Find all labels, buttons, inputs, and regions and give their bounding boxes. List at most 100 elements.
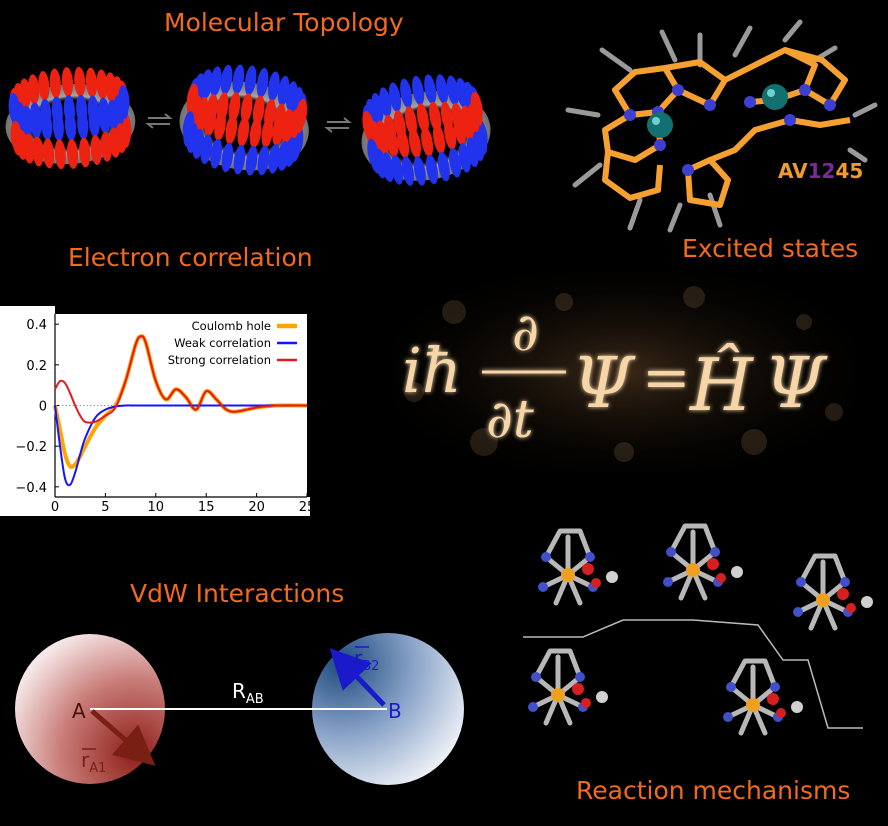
topology-rings-illustration (5, 64, 491, 186)
energy-profile-path (523, 619, 863, 729)
molecular-complex (528, 648, 608, 726)
orbital-lobe (433, 124, 446, 154)
orbital-lobe (66, 138, 79, 169)
orbital-lobe (268, 143, 281, 174)
rb-label: r (354, 646, 363, 670)
x-tick-label: 25 (299, 500, 316, 515)
x-tick-label: 10 (148, 500, 165, 515)
orbital-lobe (10, 120, 22, 151)
equation-psi-left: Ψ (572, 342, 636, 424)
ra-subscript: A1 (89, 761, 106, 776)
series-line-strong-correlation (54, 335, 308, 424)
svg-text:RAB: RAB (232, 679, 264, 707)
orbital-lobe (32, 136, 44, 167)
orbital-lobe (362, 110, 375, 141)
orbital-lobe (233, 144, 246, 175)
molecular-complex (663, 523, 743, 601)
series-line-weak-correlation (54, 404, 307, 487)
orbital-lobe (90, 135, 102, 166)
orbital-lobe (249, 118, 262, 148)
huckel-ring (5, 66, 136, 170)
equilibrium-arrow-icon (145, 113, 173, 129)
orbital-lobe (200, 69, 213, 99)
orbital-lobe (214, 111, 226, 141)
orbital-lobe (444, 120, 457, 150)
x-tick-label: 15 (198, 500, 215, 515)
orbital-lobe (244, 65, 257, 96)
orbital-lobe (109, 127, 121, 158)
orbital-lobe (28, 74, 40, 105)
orbital-lobe (8, 92, 20, 123)
orbital-lobe (186, 83, 199, 114)
electron-correlation-title: Electron correlation (68, 243, 313, 272)
orbital-lobe (41, 110, 53, 141)
vector-rb2-arrow (329, 648, 386, 707)
molecular-topology-title: Molecular Topology (164, 8, 404, 37)
orbital-lobe (64, 111, 77, 141)
orbital-lobe (74, 66, 86, 97)
orbital-lobe (182, 111, 195, 142)
orbital-lobe (100, 131, 112, 162)
orbital-lobe (413, 156, 426, 186)
x-tick-label: 20 (248, 500, 265, 515)
orbital-lobe (240, 93, 253, 123)
orbital-lobe (61, 67, 74, 98)
orbital-lobe (98, 103, 111, 134)
svg-text:rA1: rA1 (81, 748, 106, 776)
orbital-lobe (281, 113, 294, 144)
orbital-lobe (237, 117, 250, 147)
molecular-complex (793, 553, 873, 631)
svg-text:AV1245: AV1245 (778, 159, 863, 183)
y-tick-label: 0.2 (26, 359, 47, 374)
orbital-lobe (225, 114, 238, 145)
orbital-lobe (96, 69, 108, 100)
orbital-lobe (232, 64, 245, 95)
orbital-lobe (77, 109, 89, 140)
equation-hamiltonian: Ĥ (688, 342, 754, 427)
ra-label: r (81, 748, 90, 772)
orbital-lobe (429, 101, 442, 132)
orbital-lobe (220, 64, 233, 95)
orbital-lobe (210, 138, 222, 169)
orbital-lobe (408, 128, 421, 159)
y-tick-label: 0.4 (26, 318, 47, 333)
legend-label: Strong correlation (168, 353, 271, 367)
orbital-lobe (367, 138, 380, 169)
orbital-lobe (30, 108, 42, 139)
av1245-label-middle: 12 (808, 159, 836, 183)
atom-a-label: A (72, 699, 86, 723)
orbital-lobe (79, 137, 91, 168)
orbital-lobe (88, 107, 100, 138)
y-tick-label: 0 (39, 400, 47, 415)
orbital-lobe (38, 70, 50, 101)
distance-label: R (232, 679, 246, 703)
reaction-mechanisms-title: Reaction mechanisms (576, 776, 851, 805)
metal-centers (647, 84, 788, 138)
equilibrium-arrow-icon (324, 117, 352, 133)
orbital-lobe (404, 106, 417, 136)
orbital-lobe (401, 156, 415, 186)
orbital-lobe (400, 78, 413, 109)
orbital-lobe (256, 67, 269, 98)
correlation-chart: 0 5 10 15 20 25 0.4 0.2 0 −0.2 −0.4 Coulomb hole Wea… (0, 306, 315, 516)
y-tick-label: −0.4 (15, 481, 47, 496)
vector-ra1-arrow (90, 709, 156, 766)
orbital-lobe (379, 87, 392, 117)
molecular-complex (538, 528, 618, 606)
orbital-lobe (252, 95, 265, 126)
orbital-lobe (268, 71, 280, 102)
atom-b-label: B (388, 699, 402, 723)
orbital-lobe (446, 75, 459, 106)
orbital-lobe (272, 116, 284, 146)
vdw-interactions-diagram: A B RAB rA1 rB2 (15, 633, 464, 785)
orbital-lobe (52, 111, 64, 142)
vdw-interactions-title: VdW Interactions (130, 579, 345, 608)
orbital-lobe (228, 92, 241, 122)
schrodinger-equation-illustration: iħ ∂ ∂t Ψ = Ĥ Ψ (394, 272, 854, 472)
orbital-lobe (85, 67, 98, 98)
svg-text:rB2: rB2 (354, 646, 379, 674)
equation-psi-right: Ψ (764, 342, 828, 424)
orbital-lobe (425, 154, 438, 185)
orbital-lobe (453, 115, 466, 146)
orbital-lobe (416, 103, 429, 133)
